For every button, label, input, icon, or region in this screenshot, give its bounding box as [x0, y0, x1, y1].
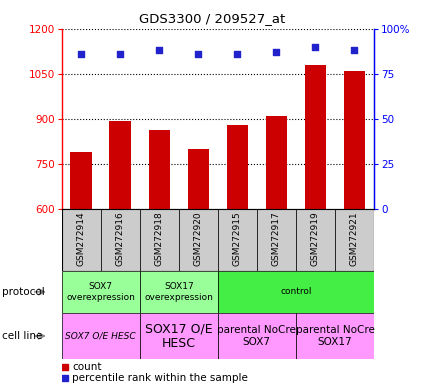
Bar [296, 313, 374, 359]
Bar [62, 313, 140, 359]
Bar [296, 209, 335, 271]
Text: protocol: protocol [2, 287, 45, 297]
Bar [218, 313, 296, 359]
Text: SOX7 O/E HESC: SOX7 O/E HESC [65, 331, 136, 341]
Point [117, 51, 124, 57]
Text: parental NoCre
SOX17: parental NoCre SOX17 [295, 325, 374, 347]
Text: GDS3300 / 209527_at: GDS3300 / 209527_at [139, 12, 286, 25]
Point [273, 49, 280, 55]
Bar [62, 364, 68, 370]
Point [78, 51, 85, 57]
Point [156, 47, 163, 53]
Text: control: control [280, 287, 312, 296]
Bar [148, 129, 170, 384]
Text: GSM272916: GSM272916 [116, 212, 125, 266]
Bar [71, 152, 92, 384]
Point [351, 47, 358, 53]
Bar [335, 209, 374, 271]
Bar [62, 375, 68, 381]
Bar [227, 125, 248, 384]
Bar [110, 121, 131, 384]
Point [234, 51, 241, 57]
Text: GSM272915: GSM272915 [233, 212, 242, 266]
Bar [140, 271, 218, 313]
Text: parental NoCre
SOX7: parental NoCre SOX7 [218, 325, 296, 347]
Bar [62, 271, 140, 313]
Text: SOX17 O/E
HESC: SOX17 O/E HESC [145, 322, 212, 350]
Bar [218, 271, 374, 313]
Text: percentile rank within the sample: percentile rank within the sample [72, 373, 248, 383]
Text: GSM272919: GSM272919 [311, 212, 320, 266]
Text: GSM272920: GSM272920 [194, 212, 203, 266]
Bar [187, 149, 209, 384]
Bar [344, 71, 365, 384]
Text: count: count [72, 362, 102, 372]
Bar [140, 313, 218, 359]
Bar [305, 65, 326, 384]
Text: GSM272914: GSM272914 [76, 212, 86, 266]
Bar [266, 116, 287, 384]
Bar [62, 209, 101, 271]
Point [312, 44, 319, 50]
Text: GSM272917: GSM272917 [272, 212, 281, 266]
Text: GSM272918: GSM272918 [155, 212, 164, 266]
Text: SOX7
overexpression: SOX7 overexpression [66, 282, 135, 302]
Bar [257, 209, 296, 271]
Point [195, 51, 202, 57]
Bar [101, 209, 140, 271]
Text: SOX17
overexpression: SOX17 overexpression [144, 282, 213, 302]
Bar [218, 209, 257, 271]
Bar [140, 209, 179, 271]
Text: cell line: cell line [2, 331, 42, 341]
Bar [179, 209, 218, 271]
Text: GSM272921: GSM272921 [350, 212, 359, 266]
